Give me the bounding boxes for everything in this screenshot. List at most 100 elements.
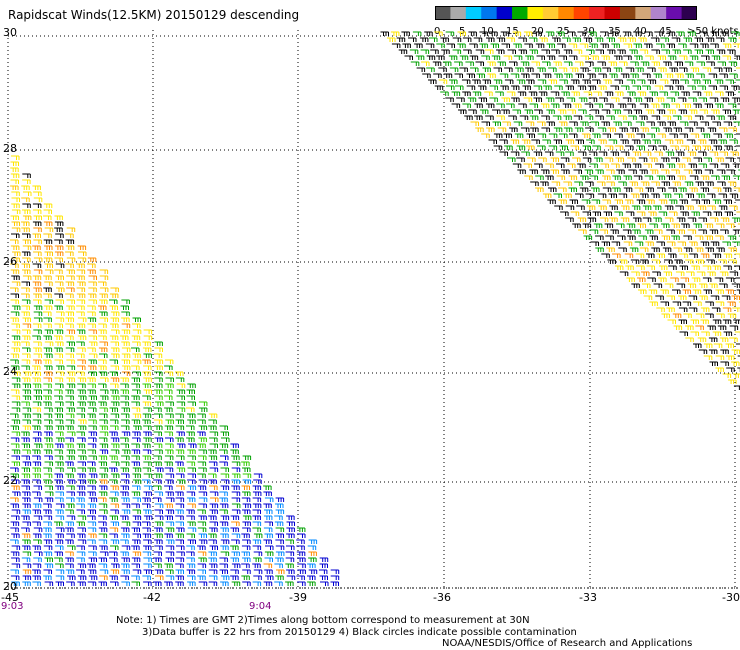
wind-barb [690, 67, 699, 72]
wind-barb [535, 43, 545, 48]
wind-barb [87, 347, 96, 352]
wind-barb [573, 115, 583, 120]
wind-barb [65, 335, 74, 340]
wind-barb [65, 293, 74, 298]
wind-barb [661, 49, 670, 54]
wind-barb [592, 133, 601, 138]
wind-barb [602, 133, 611, 138]
wind-barb [87, 515, 96, 520]
wind-barb [87, 311, 96, 316]
wind-barb [120, 467, 129, 472]
wind-barb [109, 575, 118, 580]
wind-barb [658, 265, 668, 270]
wind-barb [263, 527, 273, 532]
wind-barb [716, 169, 726, 174]
colorbar-swatch [512, 6, 528, 20]
wind-barb [733, 385, 740, 390]
wind-barb [616, 223, 625, 228]
wind-barb [703, 91, 713, 96]
wind-barb [133, 425, 142, 430]
wind-barb [320, 581, 329, 586]
wind-barb [54, 347, 63, 352]
wind-barb [154, 377, 163, 382]
wind-barb [646, 121, 655, 126]
wind-barb [275, 503, 284, 508]
wind-barb [552, 115, 562, 120]
wind-barb [583, 235, 593, 240]
wind-barb [208, 455, 218, 460]
wind-barb [689, 55, 699, 60]
wind-barb [33, 443, 43, 448]
wind-barb [22, 353, 31, 358]
wind-barb [253, 551, 263, 556]
wind-barb [43, 239, 53, 244]
wind-barb [679, 265, 688, 270]
wind-barb [694, 37, 703, 42]
wind-barb [77, 479, 87, 484]
wind-barb [704, 169, 714, 174]
wind-barb [671, 169, 680, 174]
wind-barb [55, 569, 65, 574]
wind-barb [10, 539, 19, 544]
wind-barb [595, 169, 604, 174]
wind-barb [520, 127, 530, 132]
wind-barb [44, 461, 53, 466]
wind-barb [76, 299, 86, 304]
wind-barb [176, 383, 186, 388]
wind-barb [662, 247, 672, 252]
wind-barb [602, 175, 611, 180]
wind-barb [698, 97, 707, 102]
wind-barb [22, 257, 31, 262]
wind-barb [660, 301, 669, 306]
wind-barb [44, 329, 54, 334]
wind-barb [77, 461, 86, 466]
wind-barb [99, 569, 109, 574]
wind-barb [521, 139, 531, 144]
wind-barb [651, 115, 661, 120]
wind-barb [540, 103, 550, 108]
wind-barb [55, 503, 65, 508]
wind-barb [726, 223, 735, 228]
wind-barb [529, 49, 538, 54]
wind-barb [711, 55, 721, 60]
wind-barb [703, 343, 713, 348]
wind-barb [719, 151, 728, 156]
wind-barb [666, 241, 676, 246]
wind-barb [154, 533, 163, 538]
wind-barb [120, 377, 129, 382]
wind-barb [656, 253, 665, 258]
wind-barb [541, 127, 550, 132]
wind-barb [98, 539, 108, 544]
wind-barb [54, 215, 63, 220]
wind-barb [32, 263, 42, 268]
wind-barb [720, 97, 730, 102]
wind-barb [11, 329, 21, 334]
wind-barb [570, 79, 580, 84]
wind-barb [586, 205, 596, 210]
wind-barb [230, 569, 239, 574]
wind-barb [142, 419, 151, 424]
wind-barb [131, 491, 141, 496]
wind-barb [54, 221, 64, 226]
wind-barb [22, 215, 32, 220]
wind-barb [703, 355, 713, 360]
wind-barb [87, 323, 96, 328]
wind-barb [598, 151, 608, 156]
wind-barb [76, 263, 85, 268]
wind-barb [676, 217, 686, 222]
wind-barb [43, 377, 52, 382]
wind-barb [121, 545, 131, 550]
wind-barb [65, 311, 74, 316]
wind-barb [242, 521, 251, 526]
wind-barb [54, 539, 64, 544]
wind-barb [187, 473, 196, 478]
wind-barb [275, 497, 285, 502]
wind-barb [120, 395, 129, 400]
wind-barb [32, 491, 41, 496]
wind-barb [98, 533, 108, 538]
wind-barb [32, 455, 41, 460]
wind-barb [44, 341, 54, 346]
wind-barb [512, 31, 522, 36]
wind-barb [231, 497, 241, 502]
wind-barb [32, 479, 41, 484]
